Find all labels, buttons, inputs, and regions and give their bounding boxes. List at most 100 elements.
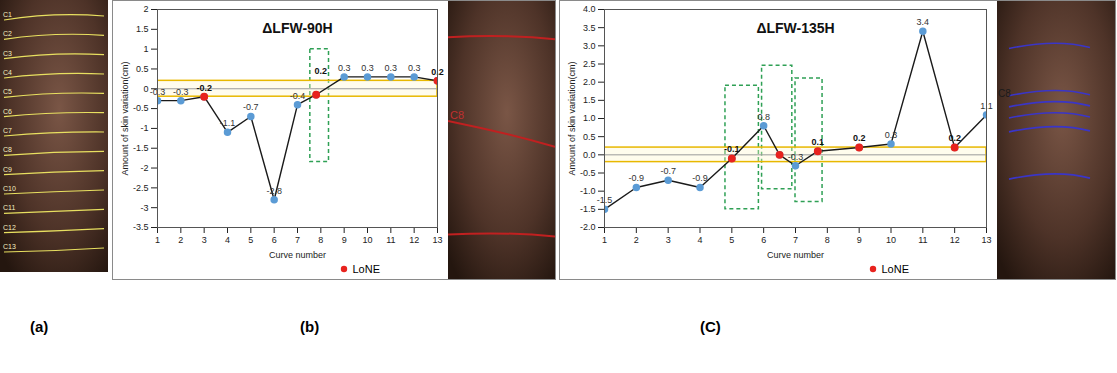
svg-text:9: 9: [342, 235, 347, 245]
html-text:(a): (a): [30, 318, 49, 335]
svg-text:C8: C8: [450, 109, 464, 121]
svg-text:C6: C6: [3, 108, 12, 115]
svg-text:C9: C9: [3, 166, 12, 173]
svg-text:C13: C13: [3, 243, 16, 250]
svg-text:0.3: 0.3: [338, 63, 351, 73]
svg-text:Curve number: Curve number: [767, 250, 824, 260]
svg-text:C1: C1: [3, 11, 12, 18]
svg-text:1: 1: [155, 235, 160, 245]
svg-text:0.2: 0.2: [853, 133, 866, 143]
svg-text:-1.1: -1.1: [220, 118, 236, 128]
svg-text:0.3: 0.3: [361, 63, 374, 73]
html-text:LoNE: LoNE: [881, 263, 909, 275]
svg-text:3: 3: [202, 235, 207, 245]
svg-text:2: 2: [143, 4, 148, 14]
svg-text:6: 6: [272, 235, 277, 245]
svg-text:-1: -1: [140, 123, 148, 133]
svg-text:C8: C8: [998, 88, 1011, 99]
svg-text:11: 11: [918, 235, 927, 245]
svg-text:6: 6: [761, 235, 766, 245]
svg-text:0.0: 0.0: [583, 150, 596, 160]
svg-text:C5: C5: [3, 88, 12, 95]
html-text:(b): (b): [300, 318, 320, 335]
svg-text:C2: C2: [3, 30, 12, 37]
svg-text:-0.7: -0.7: [660, 166, 676, 176]
svg-text:C10: C10: [3, 185, 16, 192]
svg-text:-0.5: -0.5: [133, 103, 149, 113]
svg-text:-1.0: -1.0: [580, 186, 596, 196]
svg-text:-0.1: -0.1: [724, 144, 740, 154]
svg-text:-0.4: -0.4: [290, 91, 306, 101]
svg-text:0: 0: [143, 84, 148, 94]
svg-text:-0.3: -0.3: [149, 86, 166, 97]
svg-text:-1.5: -1.5: [133, 143, 149, 153]
svg-text:-0.5: -0.5: [580, 168, 596, 178]
svg-text:-2.8: -2.8: [266, 186, 282, 196]
svg-text:1: 1: [602, 235, 607, 245]
svg-text:-0.3: -0.3: [788, 152, 804, 162]
svg-text:4.0: 4.0: [583, 4, 596, 14]
svg-text:-2.0: -2.0: [580, 222, 596, 232]
svg-text:3: 3: [666, 235, 671, 245]
svg-text:Amount of skin variation(cm): Amount of skin variation(cm): [120, 61, 130, 175]
svg-text:13: 13: [432, 235, 442, 245]
svg-text:2.0: 2.0: [583, 77, 596, 87]
svg-text:C11: C11: [3, 204, 15, 211]
svg-text:-0.3: -0.3: [173, 87, 189, 97]
svg-text:4: 4: [225, 235, 230, 245]
svg-text:-1.5: -1.5: [580, 204, 596, 214]
svg-text:0.5: 0.5: [583, 132, 596, 142]
svg-text:10: 10: [362, 235, 372, 245]
svg-text:8: 8: [318, 235, 323, 245]
svg-text:7: 7: [793, 235, 798, 245]
svg-text:0.2: 0.2: [315, 66, 328, 76]
svg-text:0.3: 0.3: [885, 130, 898, 140]
svg-text:-3.5: -3.5: [133, 222, 149, 232]
svg-text:-0.7: -0.7: [243, 102, 259, 112]
svg-text:C7: C7: [3, 127, 12, 134]
svg-text:-0.2: -0.2: [196, 83, 212, 93]
svg-text:C8: C8: [3, 146, 12, 153]
svg-text:Curve number: Curve number: [269, 250, 326, 260]
svg-text:-0.9: -0.9: [629, 173, 645, 183]
svg-text:1.0: 1.0: [583, 113, 596, 123]
svg-text:0.2: 0.2: [948, 133, 961, 143]
svg-text:0.5: 0.5: [136, 64, 149, 74]
svg-text:ΔLFW-90H: ΔLFW-90H: [262, 20, 332, 36]
svg-text:1.5: 1.5: [136, 24, 149, 34]
svg-text:1: 1: [143, 44, 148, 54]
svg-text:7: 7: [295, 235, 300, 245]
svg-text:4: 4: [697, 235, 702, 245]
svg-text:C12: C12: [3, 224, 16, 231]
svg-text:5: 5: [729, 235, 734, 245]
svg-text:C4: C4: [3, 69, 12, 76]
svg-text:3.0: 3.0: [583, 41, 596, 51]
svg-text:0.8: 0.8: [757, 112, 770, 122]
html-text:(C): (C): [700, 318, 721, 335]
svg-text:12: 12: [409, 235, 419, 245]
svg-text:3.5: 3.5: [583, 23, 596, 33]
svg-text:11: 11: [386, 235, 395, 245]
svg-text:2.5: 2.5: [583, 59, 596, 69]
svg-text:C3: C3: [3, 50, 12, 57]
svg-text:ΔLFW-135H: ΔLFW-135H: [756, 20, 834, 36]
svg-text:13: 13: [981, 235, 991, 245]
svg-text:-2.5: -2.5: [133, 183, 149, 193]
svg-text:0.3: 0.3: [385, 63, 398, 73]
svg-text:-3: -3: [140, 203, 148, 213]
svg-text:9: 9: [857, 235, 862, 245]
svg-text:5: 5: [248, 235, 253, 245]
svg-text:2: 2: [178, 235, 183, 245]
svg-text:-0.9: -0.9: [692, 173, 708, 183]
svg-text:10: 10: [886, 235, 896, 245]
svg-text:0.1: 0.1: [812, 137, 825, 147]
html-text:LoNE: LoNE: [352, 263, 380, 275]
svg-text:12: 12: [950, 235, 960, 245]
svg-text:3.4: 3.4: [917, 17, 930, 27]
svg-text:Amount of skin variation(cm): Amount of skin variation(cm): [567, 61, 577, 175]
svg-text:8: 8: [825, 235, 830, 245]
svg-text:0.3: 0.3: [408, 63, 421, 73]
svg-text:1.5: 1.5: [583, 95, 596, 105]
svg-text:2: 2: [634, 235, 639, 245]
svg-text:-2: -2: [140, 163, 148, 173]
